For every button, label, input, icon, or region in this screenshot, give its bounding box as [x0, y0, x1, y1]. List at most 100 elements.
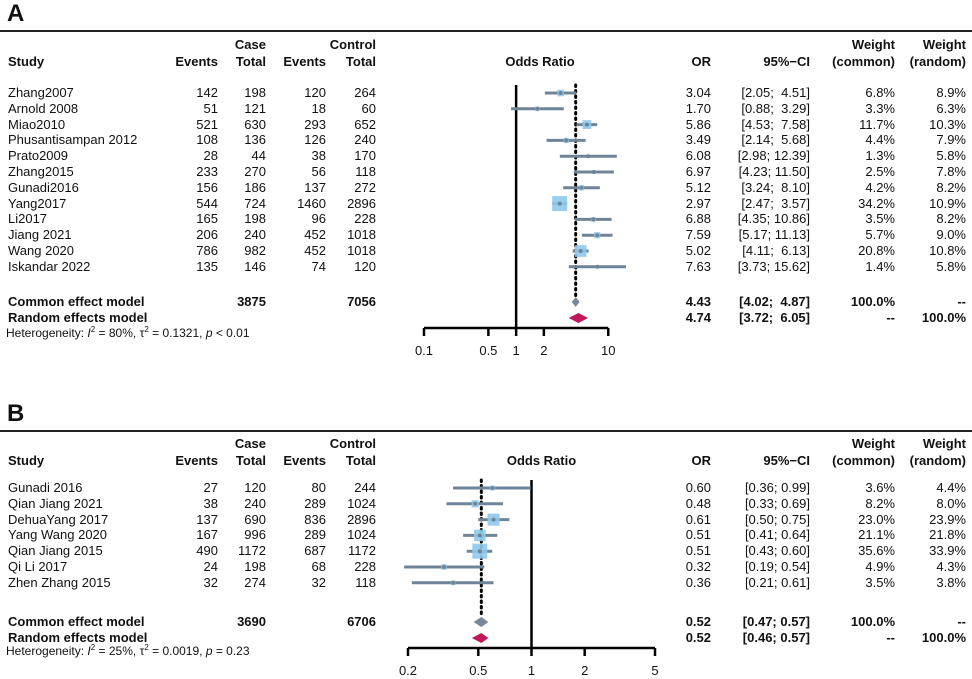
heterogeneity-p-val: < 0.01 — [212, 326, 250, 340]
control-events: 80 — [311, 480, 326, 495]
weight-random: 7.9% — [936, 132, 966, 148]
case-events: 135 — [196, 258, 218, 274]
odds-ratio-value: 0.32 — [685, 559, 711, 574]
case-total: 724 — [244, 195, 266, 211]
control-events: 56 — [311, 164, 326, 179]
odds-ratio-value: 5.12 — [685, 179, 711, 195]
x-tick-label: 0.5 — [469, 663, 487, 678]
study-name: Yang2017 — [8, 195, 67, 211]
case-total: 630 — [244, 116, 266, 132]
x-tick-label: 0.2 — [399, 663, 417, 678]
weight-common: 3.5% — [865, 574, 895, 590]
case-total: 240 — [244, 495, 266, 511]
weight-common: 20.8% — [858, 243, 895, 258]
weight-random: 8.2% — [936, 211, 966, 227]
header-control-events: Events — [283, 54, 326, 69]
control-total: 272 — [354, 179, 376, 195]
control-events: 38 — [311, 148, 326, 164]
random-ci: [0.46; 0.57] — [742, 630, 810, 645]
heterogeneity-tau-exp: 2 — [144, 643, 149, 652]
header-case-total: Total — [235, 54, 266, 69]
x-tick-label: 0.5 — [479, 343, 497, 358]
odds-ratio-value: 0.51 — [685, 527, 711, 543]
weight-random: 3.8% — [936, 574, 966, 590]
control-events: 96 — [311, 211, 326, 227]
header-weight-common: (common) — [832, 54, 895, 69]
study-point-estimate — [558, 91, 563, 95]
weight-common: 4.4% — [865, 132, 895, 148]
weight-random: 6.3% — [936, 100, 966, 116]
heterogeneity-i2-sym: I — [87, 326, 91, 340]
weight-common: 4.2% — [865, 179, 895, 195]
heterogeneity-tau-sym: τ — [139, 644, 145, 658]
study-name: DehuaYang 2017 — [8, 511, 109, 527]
weight-common: 23.0% — [858, 511, 895, 527]
confidence-interval: [4.35; 10.86] — [737, 211, 810, 227]
weight-common: 11.7% — [859, 116, 895, 132]
weight-common: 21.1% — [858, 527, 895, 543]
common-ci: [4.02; 4.87] — [739, 294, 810, 309]
header-control: Control — [329, 37, 376, 52]
weight-common: 6.8% — [865, 85, 895, 100]
control-total: 60 — [361, 100, 376, 116]
confidence-interval: [0.50; 0.75] — [744, 511, 810, 527]
control-total: 228 — [354, 211, 376, 227]
study-point-estimate — [579, 185, 584, 190]
case-total: 146 — [244, 258, 266, 274]
study-point-estimate — [595, 264, 600, 269]
case-events: 24 — [203, 559, 218, 574]
header-weight-common-top: Weight — [851, 37, 895, 52]
weight-random: 8.2% — [936, 179, 966, 195]
odds-ratio-value: 3.49 — [685, 132, 711, 148]
header-control: Control — [329, 436, 376, 451]
forest-plot-panel-a: A Case Control Weight Weight Study Events Total… — [0, 0, 972, 358]
common-weight-random: -- — [957, 614, 966, 629]
study-name: Prato2009 — [8, 148, 68, 164]
weight-random: 21.8% — [929, 527, 966, 543]
control-total: 228 — [354, 559, 376, 574]
control-events: 687 — [304, 543, 326, 559]
heterogeneity-p-sym: p — [205, 644, 213, 658]
weight-random: 4.4% — [936, 480, 966, 495]
random-weight-common: -- — [886, 630, 895, 645]
random-weight-common: -- — [886, 310, 895, 325]
weight-common: 34.2% — [858, 195, 895, 211]
header-case: Case — [234, 436, 266, 451]
study-name: Iskandar 2022 — [8, 258, 91, 274]
common-effect-label: Common effect model — [8, 614, 145, 629]
confidence-interval: [2.47; 3.57] — [741, 195, 810, 211]
heterogeneity-i2-exp: 2 — [90, 643, 96, 652]
heterogeneity-stats: Heterogeneity: I2 = 80%, τ2 = 0.1321, p … — [6, 325, 250, 341]
panel-top-rule — [0, 430, 972, 432]
study-point-estimate — [535, 106, 540, 111]
control-events: 18 — [311, 100, 326, 116]
forest-plot-svg: 0.2 0.5 1 2 5 — [399, 478, 659, 678]
common-weight-common: 100.0% — [850, 614, 895, 629]
control-total: 118 — [355, 164, 376, 179]
heterogeneity-i2-exp: 2 — [90, 325, 96, 334]
heterogeneity-prefix: Heterogeneity: — [6, 326, 88, 340]
random-ci: [3.72; 6.05] — [739, 310, 810, 325]
common-weight-common: 100.0% — [850, 294, 895, 309]
study-name: Qian Jiang 2015 — [8, 543, 103, 559]
study-point-estimate — [477, 533, 482, 538]
study-point-estimate — [473, 501, 478, 506]
header-or: OR — [691, 453, 712, 468]
heterogeneity-stats: Heterogeneity: I2 = 25%, τ2 = 0.0019, p … — [6, 643, 250, 659]
x-tick-label: 1 — [528, 663, 535, 678]
case-total: 44 — [251, 148, 266, 164]
heterogeneity-i2-sym: I — [87, 644, 91, 658]
weight-common: 3.5% — [865, 211, 895, 227]
header-case-events: Events — [175, 453, 218, 468]
case-events: 51 — [203, 100, 218, 116]
study-point-estimate — [490, 486, 495, 490]
control-total: 1024 — [347, 495, 376, 511]
odds-ratio-value: 7.59 — [685, 227, 711, 243]
header-odds-ratio: Odds Ratio — [505, 54, 575, 69]
case-events: 27 — [203, 480, 218, 495]
odds-ratio-value: 0.36 — [685, 574, 711, 590]
case-total: 198 — [244, 559, 266, 574]
forest-plot-panel-b: B Case Control Weight Weight Study Events Total… — [0, 400, 972, 679]
x-tick-label: 2 — [540, 343, 547, 358]
odds-ratio-value: 0.61 — [685, 511, 711, 527]
